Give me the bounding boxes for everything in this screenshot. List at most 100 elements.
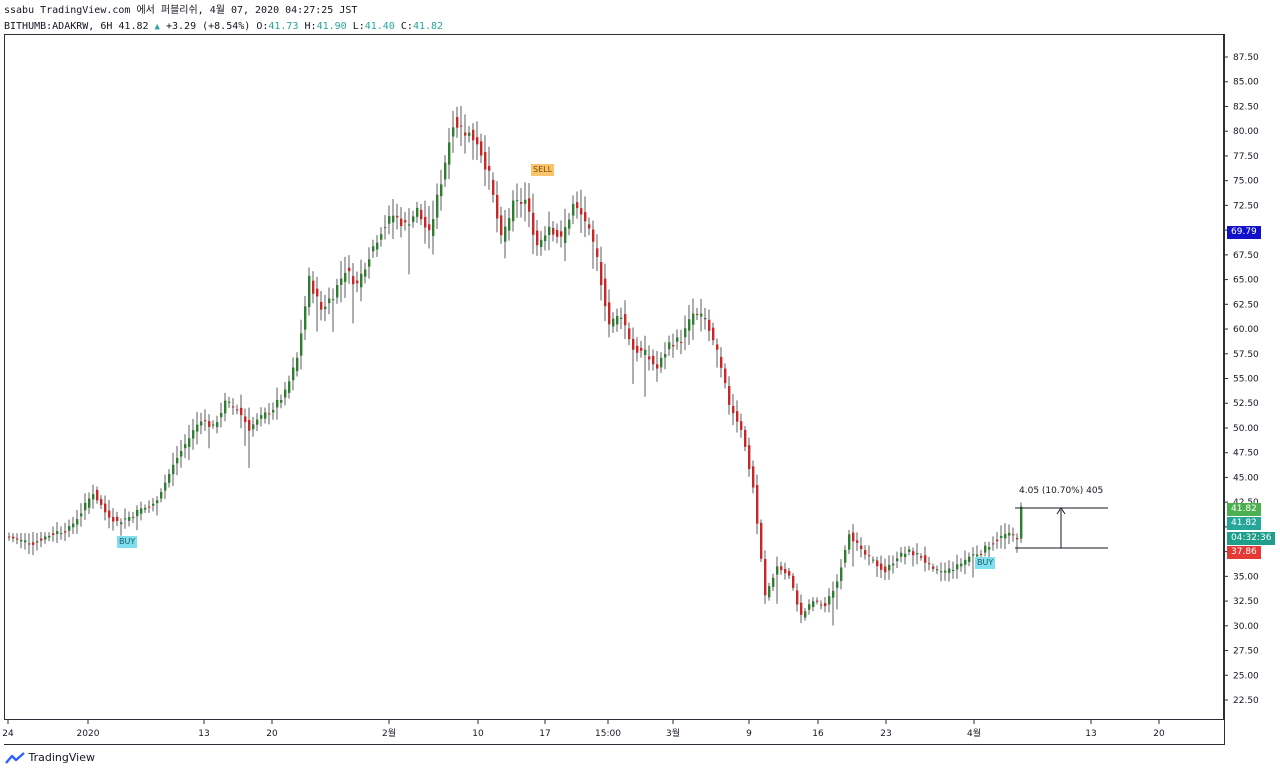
time-tick-label: 15:00 — [595, 729, 621, 739]
candle-body — [420, 209, 423, 220]
candle-body — [956, 564, 959, 570]
candle-body — [196, 424, 199, 432]
time-tick-label: 17 — [539, 729, 550, 739]
candle-body — [844, 550, 847, 563]
candle-body — [576, 202, 579, 209]
buy-signal-1[interactable]: BUY — [117, 536, 138, 548]
candle-body — [140, 508, 143, 514]
symbol-label[interactable]: BITHUMB:ADAKRW, 6H — [4, 21, 113, 32]
candle-body — [604, 278, 607, 307]
price-tick-label: 65.00 — [1233, 276, 1259, 286]
price-tick-label: 47.50 — [1233, 449, 1259, 459]
price-tick-label: 22.50 — [1233, 696, 1259, 706]
candle-body — [888, 564, 891, 571]
candle-body — [996, 539, 999, 542]
candle-body — [488, 165, 491, 171]
candle-body — [812, 601, 815, 608]
time-tick-label: 23 — [880, 729, 891, 739]
price-axis[interactable]: 87.5085.0082.5080.0077.5075.0072.5070.00… — [1224, 53, 1259, 706]
publish-info: ssabu TradingView.com 에서 퍼블리쉬, 4월 07, 20… — [4, 5, 358, 16]
candle-body — [736, 411, 739, 422]
chart-pane[interactable] — [4, 34, 1224, 720]
candle-body — [172, 464, 175, 475]
candle-body — [440, 184, 443, 197]
candle-body — [480, 141, 483, 156]
candle-body — [452, 127, 455, 137]
candle-body — [96, 489, 99, 501]
candle-body — [948, 568, 951, 574]
candle-body — [544, 235, 547, 242]
candle-body — [972, 554, 975, 556]
candle-body — [704, 318, 707, 320]
candle-body — [492, 179, 495, 195]
price-tick-label: 55.00 — [1233, 375, 1259, 385]
candle-body — [220, 412, 223, 418]
candle-body — [960, 563, 963, 567]
candle-body — [444, 162, 447, 180]
price-tick-label: 77.50 — [1233, 152, 1259, 162]
candle-body — [92, 494, 95, 500]
tradingview-brand[interactable]: TradingView — [5, 751, 95, 764]
candle-body — [36, 541, 39, 543]
low-label: L: — [352, 21, 365, 32]
measure-label: 4.05 (10.70%) 405 — [1019, 486, 1104, 496]
candle-body — [724, 368, 727, 384]
time-tick-label: 16 — [812, 729, 824, 739]
time-tick-label: 10 — [472, 729, 484, 739]
candle-body — [796, 590, 799, 605]
candle-body — [16, 538, 19, 540]
candle-body — [800, 602, 803, 615]
candle-body — [624, 314, 627, 326]
candle-body — [296, 357, 299, 372]
price-tick-label: 85.00 — [1233, 78, 1259, 88]
candle-body — [748, 445, 751, 470]
high-value: 41.90 — [316, 21, 347, 32]
candle-body — [864, 550, 867, 555]
candle-body — [584, 212, 587, 222]
last-price-badge: 41.82 — [1227, 503, 1261, 516]
candle-body — [68, 526, 71, 531]
candle-body — [264, 412, 267, 419]
candle-body — [756, 485, 759, 524]
candle-body — [932, 566, 935, 569]
candle-body — [132, 517, 135, 519]
candle-body — [940, 571, 943, 573]
candle-body — [324, 306, 327, 310]
low-value: 41.40 — [364, 21, 395, 32]
candle-body — [224, 400, 227, 414]
candle-body — [772, 577, 775, 587]
candle-body — [1008, 532, 1011, 536]
candle-body — [732, 406, 735, 414]
candle-body — [536, 230, 539, 246]
candle-body — [484, 152, 487, 170]
candle-body — [252, 424, 255, 430]
candle-body — [808, 604, 811, 610]
time-axis[interactable]: 24 2020 13 20 2월 10 17 15:00 3월 9 16 23 4월 13 20 — [2, 720, 1165, 739]
candle-body — [508, 218, 511, 231]
candle-body — [788, 571, 791, 576]
candles-group — [8, 105, 1023, 626]
sell-signal[interactable]: SELL — [531, 164, 555, 176]
candle-body — [1000, 535, 1003, 538]
candle-body — [52, 533, 55, 536]
candle-body — [208, 421, 211, 427]
candle-body — [840, 567, 843, 581]
candle-body — [228, 401, 231, 403]
candle-body — [760, 522, 763, 559]
close-value: 41.82 — [412, 21, 444, 32]
candle-body — [628, 328, 631, 340]
buy-signal-2[interactable]: BUY — [975, 557, 996, 569]
measure-tool[interactable] — [1015, 507, 1108, 549]
candle-body — [944, 570, 947, 573]
candle-body — [608, 302, 611, 325]
tradingview-logo-icon — [5, 752, 25, 764]
candle-body — [244, 416, 247, 423]
candle-body — [40, 538, 43, 541]
time-tick-label: 20 — [266, 729, 278, 739]
time-tick-label: 2월 — [382, 727, 396, 739]
candle-body — [968, 556, 971, 563]
candle-body — [468, 132, 471, 136]
candle-body — [496, 194, 499, 219]
candle-body — [556, 230, 559, 237]
